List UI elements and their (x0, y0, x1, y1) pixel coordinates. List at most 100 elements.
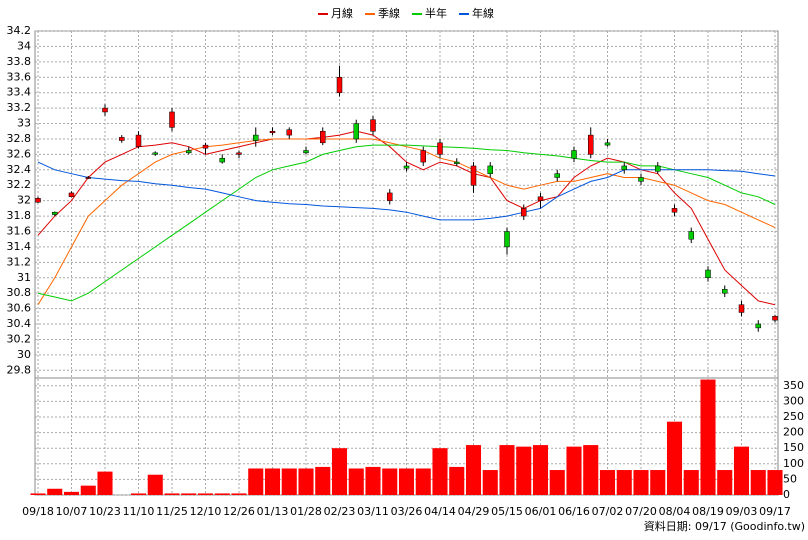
volume-bar (97, 471, 113, 495)
x-tick-label: 10/07 (56, 505, 88, 518)
candle-body (387, 192, 393, 201)
candle-body (487, 165, 493, 174)
x-tick-label: 01/28 (290, 505, 322, 518)
x-tick-label: 07/20 (625, 505, 657, 518)
volume-bar (63, 491, 80, 495)
volume-bar (130, 493, 147, 495)
y-tick-label: 32 (17, 194, 31, 207)
x-tick-label: 08/04 (659, 505, 691, 518)
candle-body (655, 165, 661, 172)
volume-bar (281, 468, 297, 495)
volume-bar (382, 468, 398, 495)
x-tick-label: 09/03 (726, 505, 758, 518)
volume-bar (532, 445, 549, 495)
candle-body (35, 198, 41, 203)
volume-bar (30, 493, 46, 495)
legend-label: 季線 (378, 6, 400, 20)
volume-bar (717, 470, 733, 495)
candle-body (236, 152, 242, 155)
candle-body (588, 134, 594, 155)
candle-body (169, 111, 175, 128)
candle-body (437, 142, 443, 155)
volume-bar (700, 379, 716, 495)
x-tick-label: 03/26 (391, 505, 423, 518)
volume-bar (683, 470, 699, 495)
y-tick-label: 29.8 (7, 363, 32, 376)
candle-body (202, 144, 209, 149)
volume-bar (616, 470, 632, 495)
candle-body (68, 192, 75, 198)
x-tick-label: 11/10 (123, 505, 155, 518)
x-tick-label: 02/23 (324, 505, 356, 518)
ma-line (37, 138, 776, 305)
y-tick-label: 33 (17, 117, 31, 130)
x-tick-label: 09/18 (22, 505, 54, 518)
volume-bar (733, 446, 750, 495)
candle-body (353, 123, 359, 140)
candle-body (85, 177, 91, 179)
y2-tick-label: 250 (783, 410, 804, 423)
candle-body (554, 173, 560, 178)
candle-body (370, 119, 376, 132)
volume-bar (348, 468, 364, 495)
y-tick-label: 34 (17, 39, 31, 52)
x-tick-label: 09/17 (759, 505, 791, 518)
ma-line (37, 144, 776, 302)
volume-bar (666, 421, 683, 495)
y-tick-label: 31.6 (7, 224, 32, 237)
volume-bar (650, 470, 666, 495)
candle-body (152, 152, 158, 155)
candle-body (638, 177, 644, 182)
x-tick-label: 04/14 (424, 505, 456, 518)
y-tick-label: 34.2 (7, 24, 32, 37)
volume-bar (197, 493, 214, 495)
volume-bar (465, 445, 482, 495)
volume-bar (80, 485, 96, 495)
x-tick-label: 10/23 (89, 505, 121, 518)
candle-body (604, 142, 611, 146)
y-tick-label: 31 (17, 271, 31, 284)
volume-bar (415, 468, 431, 495)
y-tick-label: 30.2 (7, 332, 32, 345)
x-tick-label: 08/19 (692, 505, 724, 518)
volume-bar (248, 468, 264, 495)
y-tick-label: 31.4 (7, 240, 32, 253)
candle-body (52, 211, 58, 215)
candle-body (186, 150, 192, 154)
y-tick-label: 32.6 (7, 147, 32, 160)
volume-bar (499, 445, 515, 495)
volume-bar (331, 448, 348, 495)
y-tick-label: 30.8 (7, 286, 32, 299)
candle-body (772, 316, 778, 321)
volume-bar (482, 470, 498, 495)
volume-bar (398, 468, 415, 495)
y2-tick-label: 100 (783, 457, 804, 470)
x-tick-label: 12/10 (190, 505, 222, 518)
y2-tick-label: 200 (783, 426, 804, 439)
candle-body (688, 231, 694, 240)
candle-body (738, 304, 745, 313)
candle-body (755, 323, 761, 329)
y-tick-label: 33.2 (7, 101, 32, 114)
y-tick-label: 32.2 (7, 178, 32, 191)
candle-body (621, 165, 627, 171)
y-tick-label: 33.4 (7, 86, 32, 99)
volume-bar (767, 470, 783, 495)
candle-body (454, 161, 460, 164)
y-tick-label: 30.4 (7, 317, 32, 330)
candle-body (705, 269, 711, 279)
y-tick-label: 33.8 (7, 55, 32, 68)
volume-bar (47, 488, 63, 495)
candle-body (521, 208, 527, 217)
x-tick-label: 07/02 (592, 505, 624, 518)
x-tick-label: 03/11 (357, 505, 389, 518)
x-tick-label: 06/16 (558, 505, 590, 518)
y-tick-label: 30.6 (7, 302, 32, 315)
y-tick-label: 31.8 (7, 209, 32, 222)
volume-bar (231, 493, 247, 495)
volume-bar (449, 466, 465, 495)
y2-tick-label: 300 (783, 394, 804, 407)
x-tick-label: 12/26 (223, 505, 255, 518)
candle-body (119, 137, 125, 141)
y-tick-label: 32.8 (7, 132, 32, 145)
